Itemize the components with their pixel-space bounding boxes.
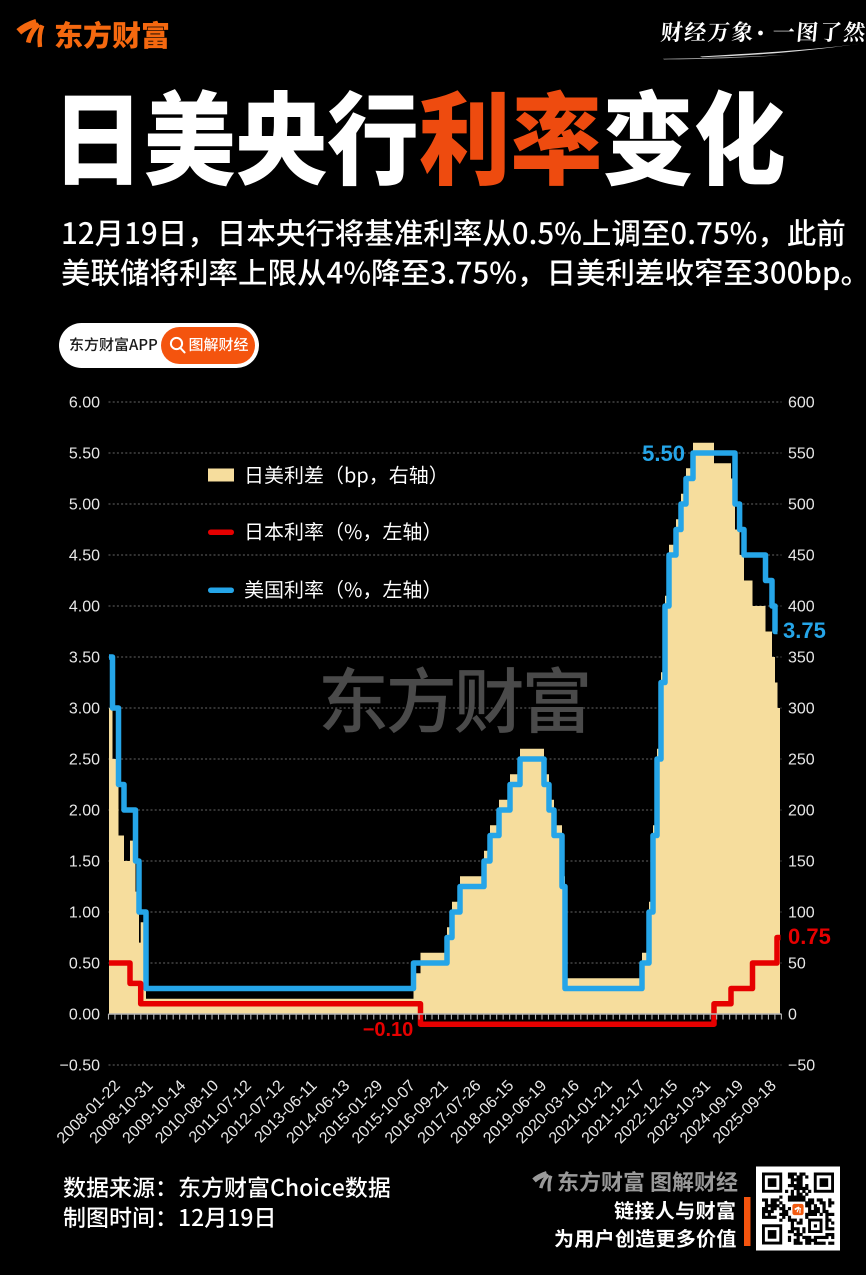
svg-text:1.00: 1.00 <box>69 905 100 922</box>
svg-text:3.50: 3.50 <box>69 650 100 667</box>
svg-text:4.50: 4.50 <box>69 548 100 565</box>
svg-text:0.50: 0.50 <box>69 956 100 973</box>
svg-text:3.00: 3.00 <box>69 701 100 718</box>
svg-text:350: 350 <box>788 650 815 667</box>
svg-text:400: 400 <box>788 599 815 616</box>
svg-text:2.00: 2.00 <box>69 803 100 820</box>
svg-text:450: 450 <box>788 548 815 565</box>
svg-text:100: 100 <box>788 905 815 922</box>
svg-text:2.50: 2.50 <box>69 752 100 769</box>
svg-text:3.75: 3.75 <box>783 618 826 643</box>
svg-text:300: 300 <box>788 701 815 718</box>
svg-text:150: 150 <box>788 854 815 871</box>
svg-text:1.50: 1.50 <box>69 854 100 871</box>
svg-text:5.50: 5.50 <box>642 441 685 466</box>
svg-text:50: 50 <box>788 956 806 973</box>
svg-text:−50: −50 <box>788 1058 815 1075</box>
svg-text:0: 0 <box>788 1007 797 1024</box>
svg-text:0.00: 0.00 <box>69 1007 100 1024</box>
svg-text:−0.10: −0.10 <box>363 1019 414 1041</box>
svg-text:4.00: 4.00 <box>69 599 100 616</box>
svg-text:0.75: 0.75 <box>788 924 831 949</box>
svg-text:−0.50: −0.50 <box>60 1058 101 1075</box>
svg-text:6.00: 6.00 <box>69 395 100 412</box>
svg-text:200: 200 <box>788 803 815 820</box>
svg-text:5.00: 5.00 <box>69 497 100 514</box>
svg-text:550: 550 <box>788 446 815 463</box>
svg-text:600: 600 <box>788 395 815 412</box>
svg-text:250: 250 <box>788 752 815 769</box>
svg-text:5.50: 5.50 <box>69 446 100 463</box>
svg-text:500: 500 <box>788 497 815 514</box>
